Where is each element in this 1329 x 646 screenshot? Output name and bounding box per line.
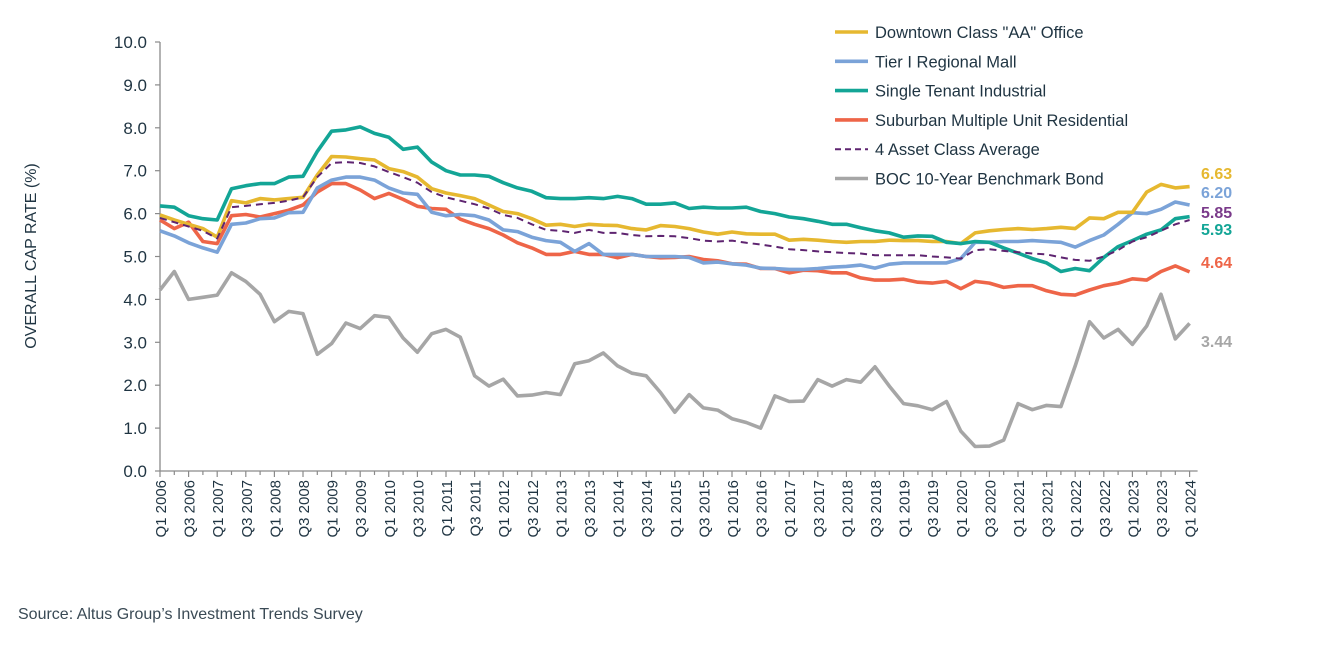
x-tick-label: Q1 2018 xyxy=(839,480,856,538)
end-value-label: 5.85 xyxy=(1201,205,1232,222)
x-tick-label: Q1 2010 xyxy=(382,480,399,538)
x-tick-label: Q1 2012 xyxy=(496,480,513,538)
x-tick-label: Q1 2014 xyxy=(611,480,628,538)
end-value-label: 4.64 xyxy=(1201,255,1232,272)
x-tick-label: Q3 2017 xyxy=(811,480,828,538)
end-value-label: 3.44 xyxy=(1201,334,1232,351)
series-line-downtown-class-aa-office xyxy=(159,154,1190,246)
y-tick-label: 7.0 xyxy=(123,162,147,181)
x-tick-label: Q1 2020 xyxy=(954,480,971,538)
x-tick-label: Q3 2020 xyxy=(982,480,999,538)
x-tick-label: Q3 2016 xyxy=(754,480,771,538)
y-tick-label: 2.0 xyxy=(123,376,147,395)
x-tick-label: Q3 2008 xyxy=(296,480,313,538)
x-tick-label: Q3 2011 xyxy=(468,480,485,536)
y-tick-label: 4.0 xyxy=(123,290,147,309)
y-tick-label: 9.0 xyxy=(123,76,147,95)
x-tick-label: Q3 2023 xyxy=(1154,480,1171,538)
legend-label: Tier I Regional Mall xyxy=(875,53,1017,71)
x-tick-label: Q1 2022 xyxy=(1068,480,1085,538)
legend-label: Downtown Class "AA" Office xyxy=(875,24,1084,42)
x-tick-label: Q1 2024 xyxy=(1183,480,1200,538)
x-tick-label: Q3 2009 xyxy=(353,480,370,538)
x-tick-label: Q1 2013 xyxy=(553,480,570,538)
y-tick-label: 8.0 xyxy=(123,119,147,138)
legend-label: Single Tenant Industrial xyxy=(875,83,1046,101)
x-tick-label: Q1 2021 xyxy=(1011,480,1028,538)
x-tick-label: Q3 2019 xyxy=(925,480,942,538)
source-note: Source: Altus Group’s Investment Trends … xyxy=(18,606,363,623)
x-tick-label: Q1 2007 xyxy=(210,480,227,538)
x-tick-label: Q3 2015 xyxy=(696,480,713,538)
legend-label: Suburban Multiple Unit Residential xyxy=(875,112,1128,130)
x-tick-label: Q1 2017 xyxy=(782,480,799,538)
x-tick-label: Q3 2018 xyxy=(868,480,885,538)
end-value-label: 5.93 xyxy=(1201,222,1232,239)
y-tick-label: 5.0 xyxy=(123,248,147,267)
y-tick-label: 3.0 xyxy=(123,333,147,352)
end-value-label: 6.63 xyxy=(1201,166,1232,183)
x-tick-label: Q3 2006 xyxy=(182,480,199,538)
y-tick-label: 1.0 xyxy=(123,419,147,438)
x-tick-label: Q1 2009 xyxy=(325,480,342,538)
x-tick-label: Q3 2014 xyxy=(639,480,656,538)
series-line-tier-i-regional-mall xyxy=(159,175,1190,272)
y-axis-label: OVERALL CAP RATE (%) xyxy=(23,163,40,349)
x-tick-label: Q3 2007 xyxy=(239,480,256,538)
x-tick-label: Q3 2013 xyxy=(582,480,599,538)
end-value-label: 6.20 xyxy=(1201,185,1232,202)
series-line-4-asset-class-average xyxy=(159,161,1190,262)
x-tick-label: Q1 2023 xyxy=(1125,480,1142,538)
x-tick-label: Q3 2021 xyxy=(1040,480,1057,538)
x-tick-label: Q1 2011 xyxy=(439,480,456,536)
x-tick-label: Q1 2008 xyxy=(267,480,284,538)
legend-label: BOC 10-Year Benchmark Bond xyxy=(875,171,1104,189)
legend-label: 4 Asset Class Average xyxy=(875,141,1040,159)
x-tick-label: Q1 2016 xyxy=(725,480,742,538)
x-tick-label: Q1 2015 xyxy=(668,480,685,538)
x-tick-label: Q1 2006 xyxy=(153,480,170,538)
x-tick-label: Q1 2019 xyxy=(897,480,914,538)
series-line-boc-10-year-benchmark-bond xyxy=(158,269,1191,449)
y-tick-label: 10.0 xyxy=(114,33,147,52)
y-tick-label: 0.0 xyxy=(123,462,147,481)
y-tick-label: 6.0 xyxy=(123,205,147,224)
x-tick-label: Q3 2010 xyxy=(410,480,427,538)
x-tick-label: Q3 2012 xyxy=(525,480,542,538)
x-tick-label: Q3 2022 xyxy=(1097,480,1114,538)
